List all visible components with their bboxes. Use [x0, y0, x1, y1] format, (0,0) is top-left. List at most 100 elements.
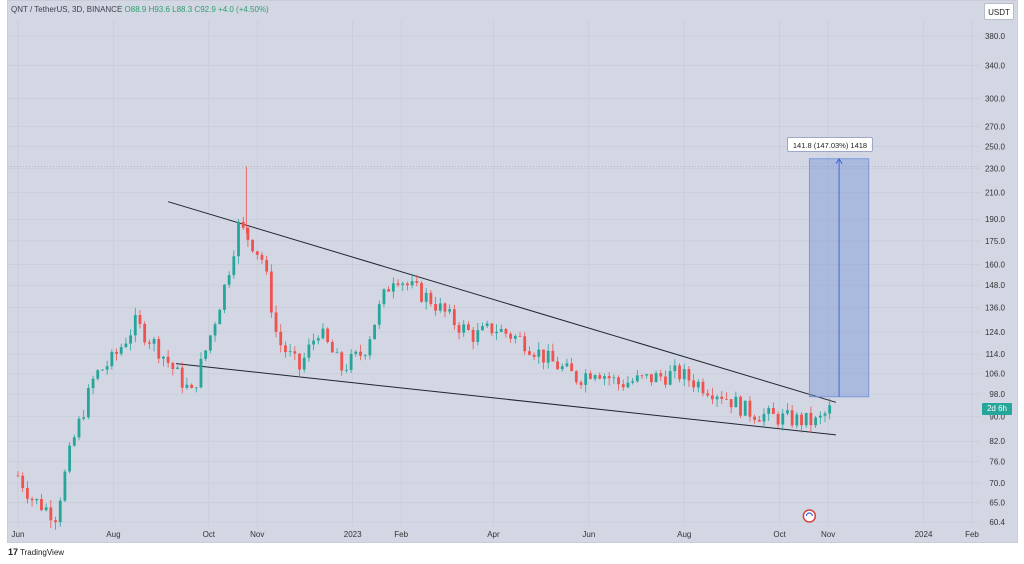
trendlines — [167, 201, 837, 436]
candle-body — [518, 335, 522, 337]
candle-body — [617, 377, 620, 385]
candle-body — [415, 281, 419, 283]
candle-body — [279, 331, 283, 346]
footer-brand[interactable]: 17 TradingView — [8, 547, 64, 557]
y-tick-label: 106.0 — [985, 369, 1006, 378]
y-tick-label: 300.0 — [985, 94, 1006, 103]
x-tick-label: Nov — [821, 530, 835, 539]
candle-body — [762, 413, 766, 422]
x-tick-label: Apr — [487, 530, 500, 539]
candle-body — [190, 384, 193, 389]
candle-body — [110, 351, 114, 367]
x-tick-label: Jun — [582, 530, 595, 539]
candle-body — [223, 284, 226, 310]
candle-body — [133, 315, 137, 336]
candle-body — [21, 475, 25, 489]
candle-body — [631, 381, 635, 383]
candle-body — [542, 349, 545, 363]
candle-body — [237, 221, 240, 257]
candle-body — [823, 413, 827, 416]
candle-body — [584, 373, 588, 385]
candle-body — [800, 414, 803, 426]
candle-body — [232, 256, 236, 276]
candle-body — [579, 382, 583, 385]
measure-label: 141.8 (147.03%) 1418 — [787, 137, 873, 152]
event-icon — [802, 509, 817, 523]
candle-body — [349, 353, 353, 370]
candle-body — [795, 414, 799, 426]
price-axis: 380.0 340.0 300.0 270.0 250.0 230.0 210.0 190.0… — [985, 32, 1006, 527]
candle-body — [359, 351, 362, 356]
candle-body — [781, 413, 785, 425]
candle-body — [621, 384, 625, 388]
currency-button[interactable]: USDT — [984, 3, 1014, 20]
candle-body — [654, 373, 658, 383]
candle-body — [77, 418, 81, 438]
candle-body — [546, 350, 550, 363]
candle-body — [96, 370, 100, 379]
candle-body — [194, 387, 198, 389]
candle-body — [771, 408, 775, 414]
candles — [16, 166, 832, 530]
candle-body — [391, 283, 395, 292]
grid — [8, 20, 980, 526]
candle-body — [171, 362, 175, 370]
x-tick-label: Aug — [677, 530, 691, 539]
candle-body — [668, 371, 672, 385]
chart-pane[interactable] — [7, 0, 1018, 543]
candle-body — [560, 366, 564, 370]
candle-body — [528, 351, 531, 355]
x-tick-label: Jun — [12, 530, 25, 539]
candle-body — [448, 309, 452, 312]
candle-body — [645, 374, 649, 376]
candle-body — [720, 396, 724, 399]
candle-body — [218, 309, 222, 325]
candle-body — [424, 292, 428, 302]
candle-body — [725, 398, 728, 400]
candle-body — [678, 365, 681, 380]
candle-body — [312, 340, 315, 345]
candle-body — [682, 369, 686, 380]
candle-body — [457, 325, 461, 333]
y-tick-label: 230.0 — [985, 165, 1006, 174]
candle-body — [565, 363, 569, 367]
candle-body — [420, 282, 423, 302]
candle-body — [162, 356, 165, 359]
candle-body — [757, 419, 761, 422]
candle-body — [790, 410, 794, 426]
candle-body — [401, 283, 405, 285]
event-marker-icon — [802, 509, 817, 523]
candle-body — [748, 400, 752, 417]
candle-body — [570, 363, 574, 372]
candle-body — [814, 417, 818, 426]
candle-body — [467, 324, 470, 330]
candle-body — [246, 227, 250, 240]
y-tick-label: 340.0 — [985, 61, 1006, 70]
candle-body — [208, 335, 212, 351]
candle-body — [809, 412, 813, 426]
candle-body — [138, 315, 142, 324]
candle-body — [105, 366, 109, 370]
x-tick-label: Aug — [106, 530, 120, 539]
candle-body — [86, 388, 90, 418]
candle-body — [476, 330, 480, 342]
y-tick-label: 190.0 — [985, 215, 1006, 224]
candle-body — [345, 369, 348, 371]
y-tick-label: 82.0 — [989, 437, 1005, 446]
candle-body — [485, 323, 489, 327]
candle-body — [743, 400, 747, 416]
candle-body — [776, 413, 780, 425]
trendline-upper — [167, 201, 837, 403]
trendline-lower — [175, 363, 836, 436]
y-tick-label: 70.0 — [989, 479, 1005, 488]
y-tick-label: 90.0 — [989, 413, 1005, 422]
candle-body — [673, 365, 677, 372]
y-tick-label: 270.0 — [985, 122, 1006, 131]
symbol-info: QNT / TetherUS, 3D, BINANCE — [11, 5, 123, 14]
candle-body — [640, 375, 644, 377]
candle-body — [54, 520, 57, 523]
candle-body — [335, 352, 339, 354]
x-tick-label: 2023 — [344, 530, 362, 539]
candle-body — [499, 328, 503, 332]
